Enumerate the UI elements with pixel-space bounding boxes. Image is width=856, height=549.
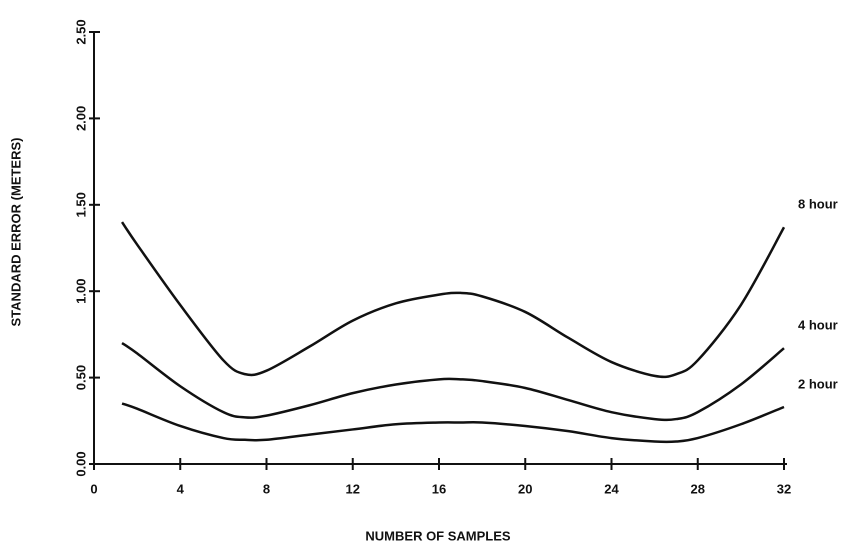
y-tick-label: 0.00 (73, 451, 88, 476)
x-tick-label: 32 (777, 481, 791, 496)
x-tick-label: 0 (90, 481, 97, 496)
y-tick-label: 1.50 (73, 192, 88, 217)
series-label: 4 hour (798, 318, 838, 333)
x-axis-title: NUMBER OF SAMPLES (365, 528, 511, 543)
y-tick-label: 1.00 (73, 279, 88, 304)
line (121, 342, 785, 422)
line (120, 221, 786, 379)
line (121, 402, 785, 444)
series-label: 8 hour (798, 197, 838, 212)
series-label: 2 hour (798, 376, 838, 391)
x-tick-label: 16 (432, 481, 446, 496)
x-tick-label: 28 (691, 481, 705, 496)
x-tick-label: 4 (177, 481, 185, 496)
y-axis-title: STANDARD ERROR (METERS) (8, 138, 23, 327)
x-tick-label: 8 (263, 481, 270, 496)
y-tick-label: 2.00 (73, 106, 88, 131)
x-tick-label: 24 (604, 481, 619, 496)
y-tick-label: 0.50 (73, 365, 88, 390)
y-tick-label: 2.50 (73, 19, 88, 44)
x-tick-label: 20 (518, 481, 532, 496)
x-tick-label: 12 (346, 481, 360, 496)
